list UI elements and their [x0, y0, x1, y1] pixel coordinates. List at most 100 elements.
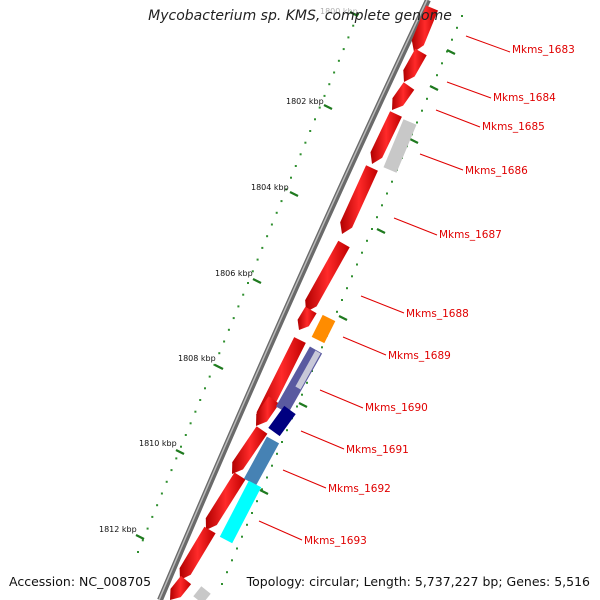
inner-tick-mark [429, 85, 439, 91]
outer-tick-dot [280, 200, 283, 203]
gene-block-mkms_1691 [268, 405, 296, 437]
gene-leader-line [446, 81, 492, 99]
inner-tick-mark [338, 315, 348, 321]
outer-tick-dot [290, 176, 292, 179]
outer-tick-dot [347, 36, 350, 39]
kbp-tick-mark [214, 364, 224, 370]
kbp-tick-mark [135, 534, 145, 540]
outer-tick-dot [156, 504, 159, 507]
inner-tick-dot [246, 523, 248, 526]
gene-label-mkms_1683[interactable]: Mkms_1683 [512, 44, 575, 56]
outer-tick-dot [184, 434, 187, 436]
kbp-label: 1802 kbp [286, 97, 324, 106]
kbp-tick-mark [323, 104, 333, 110]
gene-label-mkms_1692[interactable]: Mkms_1692 [328, 483, 391, 495]
outer-tick-dot [242, 293, 245, 296]
inner-tick-dot [351, 275, 353, 278]
inner-tick-dot [386, 192, 388, 195]
outer-tick-dot [170, 469, 173, 472]
kbp-label: 1808 kbp [178, 354, 216, 363]
inner-tick-dot [301, 393, 303, 396]
gene-arrow-red [205, 472, 246, 530]
inner-tick-dot [366, 239, 368, 242]
outer-tick-dot [342, 48, 345, 51]
gene-label-mkms_1686[interactable]: Mkms_1686 [465, 165, 528, 177]
outer-tick-dot [160, 492, 163, 495]
genome-backbone [157, 0, 431, 600]
gene-leader-line [465, 35, 511, 53]
outer-tick-dot [227, 328, 230, 331]
gene-arrow-red [179, 526, 216, 580]
outer-tick-dot [223, 340, 226, 343]
gene-leader-line [319, 389, 364, 409]
outer-tick-dot [146, 527, 149, 530]
gene-label-mkms_1684[interactable]: Mkms_1684 [493, 92, 556, 104]
gene-arrow-red [370, 111, 402, 164]
gene-leader-line [419, 153, 464, 171]
gene-arrow-red [297, 306, 317, 330]
kbp-tick-mark [349, 11, 359, 17]
kbp-tick-mark [289, 191, 299, 197]
outer-tick-dot [309, 130, 312, 132]
accession-text: Accession: NC_008705 [9, 574, 152, 589]
inner-tick-dot [436, 74, 438, 77]
gene-label-mkms_1691[interactable]: Mkms_1691 [346, 444, 409, 456]
inner-tick-dot [341, 299, 343, 301]
outer-tick-dot [237, 305, 240, 308]
inner-tick-dot [266, 476, 268, 479]
gene-block-grey-partial [193, 586, 211, 600]
inner-tick-dot [251, 512, 253, 514]
outer-tick-dot [323, 94, 326, 97]
genome-backbone-highlight [158, 0, 428, 600]
gene-arrow-red [232, 426, 268, 474]
inner-tick-dot [441, 62, 443, 65]
outer-tick-dot [213, 363, 216, 366]
inner-tick-dot [286, 429, 288, 432]
outer-tick-dot [294, 165, 297, 167]
inner-tick-dot [281, 441, 283, 443]
inner-tick-dot [426, 97, 428, 100]
outer-tick-dot [318, 106, 321, 109]
inner-tick-dot [361, 251, 363, 254]
outer-tick-dot [337, 59, 340, 62]
outer-tick-dot [137, 551, 139, 553]
outer-tick-dot [189, 422, 192, 425]
topology-text: Topology: circular; Length: 5,737,227 bp… [246, 574, 590, 589]
gene-block-mkms_1689 [311, 314, 336, 344]
gene-leader-line [258, 520, 303, 541]
inner-tick-dot [226, 571, 228, 574]
gene-label-mkms_1687[interactable]: Mkms_1687 [439, 229, 502, 241]
outer-tick-dot [247, 282, 249, 284]
outer-tick-dot [299, 153, 302, 156]
inner-tick-dot [231, 559, 233, 562]
outer-tick-dot [357, 13, 359, 15]
outer-tick-dot [275, 211, 278, 214]
gene-label-mkms_1693[interactable]: Mkms_1693 [304, 535, 367, 547]
outer-tick-dot [314, 118, 316, 121]
inner-tick-mark [409, 138, 419, 144]
inner-tick-dot [416, 121, 418, 124]
inner-tick-mark [298, 402, 308, 408]
gene-block-mkms_1692 [243, 436, 280, 486]
inner-tick-dot [256, 500, 258, 503]
inner-tick-mark [376, 228, 386, 234]
gene-arrow-red [256, 396, 280, 426]
gene-label-mkms_1689[interactable]: Mkms_1689 [388, 350, 451, 362]
outer-tick-dot [232, 317, 235, 320]
inner-tick-dot [421, 109, 423, 112]
inner-tick-dot [456, 26, 458, 29]
gene-leader-line [360, 295, 405, 314]
gene-arrow-red [392, 82, 415, 110]
inner-tick-dot [336, 310, 338, 313]
gene-label-mkms_1685[interactable]: Mkms_1685 [482, 121, 545, 133]
gene-label-mkms_1688[interactable]: Mkms_1688 [406, 308, 469, 320]
gene-label-mkms_1690[interactable]: Mkms_1690 [365, 402, 428, 414]
inner-tick-dot [346, 287, 348, 290]
gene-block-mkms_1686 [383, 119, 417, 173]
outer-tick-dot [251, 270, 254, 273]
gene-leader-line [342, 336, 387, 356]
inner-tick-dot [381, 204, 383, 207]
inner-tick-dot [356, 263, 358, 266]
inner-tick-dot [236, 547, 238, 550]
outer-tick-dot [328, 83, 331, 86]
